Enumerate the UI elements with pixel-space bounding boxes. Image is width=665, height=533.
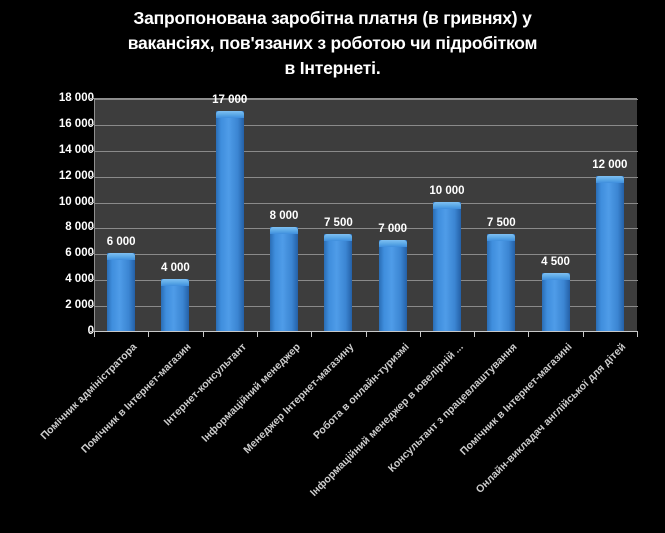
bar-top-highlight bbox=[161, 279, 190, 287]
bar[interactable] bbox=[487, 233, 516, 331]
bar-top-highlight bbox=[215, 110, 244, 118]
y-axis-tick-label: 8 000 bbox=[65, 221, 94, 234]
bar-top-highlight bbox=[270, 227, 299, 235]
bar-top-highlight bbox=[107, 253, 136, 261]
chart-title: Запропонована заробітна платня (в гривня… bbox=[127, 8, 538, 78]
bar[interactable] bbox=[324, 233, 353, 331]
bar-value-label: 7 000 bbox=[378, 223, 408, 236]
bar-value-label: 4 000 bbox=[161, 262, 190, 275]
gridline bbox=[95, 124, 638, 126]
x-axis-tick-mark bbox=[256, 331, 258, 337]
y-axis-tick-label: 16 000 bbox=[58, 117, 94, 130]
y-axis-tick-label: 14 000 bbox=[58, 143, 94, 156]
bar[interactable] bbox=[541, 272, 570, 331]
gridline bbox=[95, 306, 638, 308]
bar[interactable] bbox=[270, 227, 299, 331]
y-axis-tick-label: 6 000 bbox=[65, 247, 94, 260]
y-axis-tick-mark bbox=[89, 175, 94, 177]
x-axis-category-label: Помічник в Інтернет-магазин bbox=[79, 341, 195, 456]
x-axis-tick-mark bbox=[311, 331, 313, 337]
y-axis-tick-mark bbox=[89, 253, 94, 255]
bar-value-label: 7 500 bbox=[486, 216, 516, 229]
y-axis-tick-mark bbox=[89, 98, 94, 99]
bar[interactable] bbox=[595, 175, 624, 331]
gridline bbox=[95, 202, 638, 204]
gridline bbox=[95, 176, 638, 178]
bar-value-label: 8 000 bbox=[269, 210, 299, 223]
y-axis-tick-label: 4 000 bbox=[65, 273, 94, 286]
x-axis-tick-mark bbox=[419, 331, 421, 337]
y-axis-tick-mark bbox=[89, 279, 94, 281]
bar[interactable] bbox=[432, 201, 461, 331]
bar-value-label: 6 000 bbox=[106, 236, 136, 249]
bar[interactable] bbox=[161, 279, 190, 331]
y-axis-tick-label: 12 000 bbox=[58, 169, 94, 182]
bar-top-highlight bbox=[487, 233, 516, 241]
bar[interactable] bbox=[215, 110, 244, 331]
y-axis-tick-mark bbox=[89, 201, 94, 203]
bar-top-highlight bbox=[432, 201, 461, 209]
bar-value-label: 7 500 bbox=[323, 216, 353, 229]
gridline bbox=[95, 150, 638, 152]
x-axis-category-label: Помічник в Інтернет-магазині bbox=[457, 341, 575, 458]
bar-top-highlight bbox=[595, 175, 624, 183]
x-axis-category-label: Робота в онлайн-туризмі bbox=[310, 341, 412, 442]
y-axis-tick-mark bbox=[89, 331, 94, 332]
gridline bbox=[95, 254, 638, 256]
gridline bbox=[95, 99, 638, 100]
x-axis-tick-mark bbox=[365, 331, 367, 337]
y-axis-tick-label: 2 000 bbox=[65, 299, 94, 312]
x-axis-tick-mark bbox=[528, 331, 530, 337]
bar[interactable] bbox=[107, 253, 136, 331]
x-axis-category-label: Менеджер Інтернет-магазину bbox=[241, 341, 357, 457]
bar-top-highlight bbox=[378, 240, 407, 248]
bar-value-label: 4 500 bbox=[541, 255, 570, 268]
x-axis-tick-mark bbox=[582, 331, 584, 337]
y-axis-tick-mark bbox=[89, 123, 94, 125]
bar-value-label: 10 000 bbox=[429, 184, 465, 197]
bar-top-highlight bbox=[541, 272, 570, 280]
gridline bbox=[95, 228, 638, 230]
y-axis-tick-mark bbox=[89, 227, 94, 229]
gridline bbox=[95, 280, 638, 282]
x-axis-category-label: Інформаційний менеджер bbox=[199, 341, 304, 445]
y-axis: 0 2 000 4 000 6 000 8 000 10 000 12 000 14 000 1… bbox=[0, 0, 94, 533]
y-axis-tick-label: 18 000 bbox=[58, 92, 94, 104]
bar-value-label: 17 000 bbox=[212, 93, 248, 106]
x-axis-tick-mark bbox=[202, 331, 204, 337]
bar-value-label: 12 000 bbox=[592, 158, 628, 171]
y-axis-tick-label: 0 bbox=[6, 325, 94, 337]
x-axis-tick-mark bbox=[94, 331, 95, 337]
bar[interactable] bbox=[378, 240, 407, 331]
y-axis-tick-mark bbox=[89, 305, 94, 307]
y-axis-tick-label: 10 000 bbox=[58, 195, 94, 208]
y-axis-tick-mark bbox=[89, 149, 94, 151]
x-axis-tick-mark bbox=[148, 331, 150, 337]
x-axis-tick-mark bbox=[637, 331, 638, 337]
x-axis-tick-mark bbox=[474, 331, 476, 337]
bar-top-highlight bbox=[324, 233, 353, 241]
